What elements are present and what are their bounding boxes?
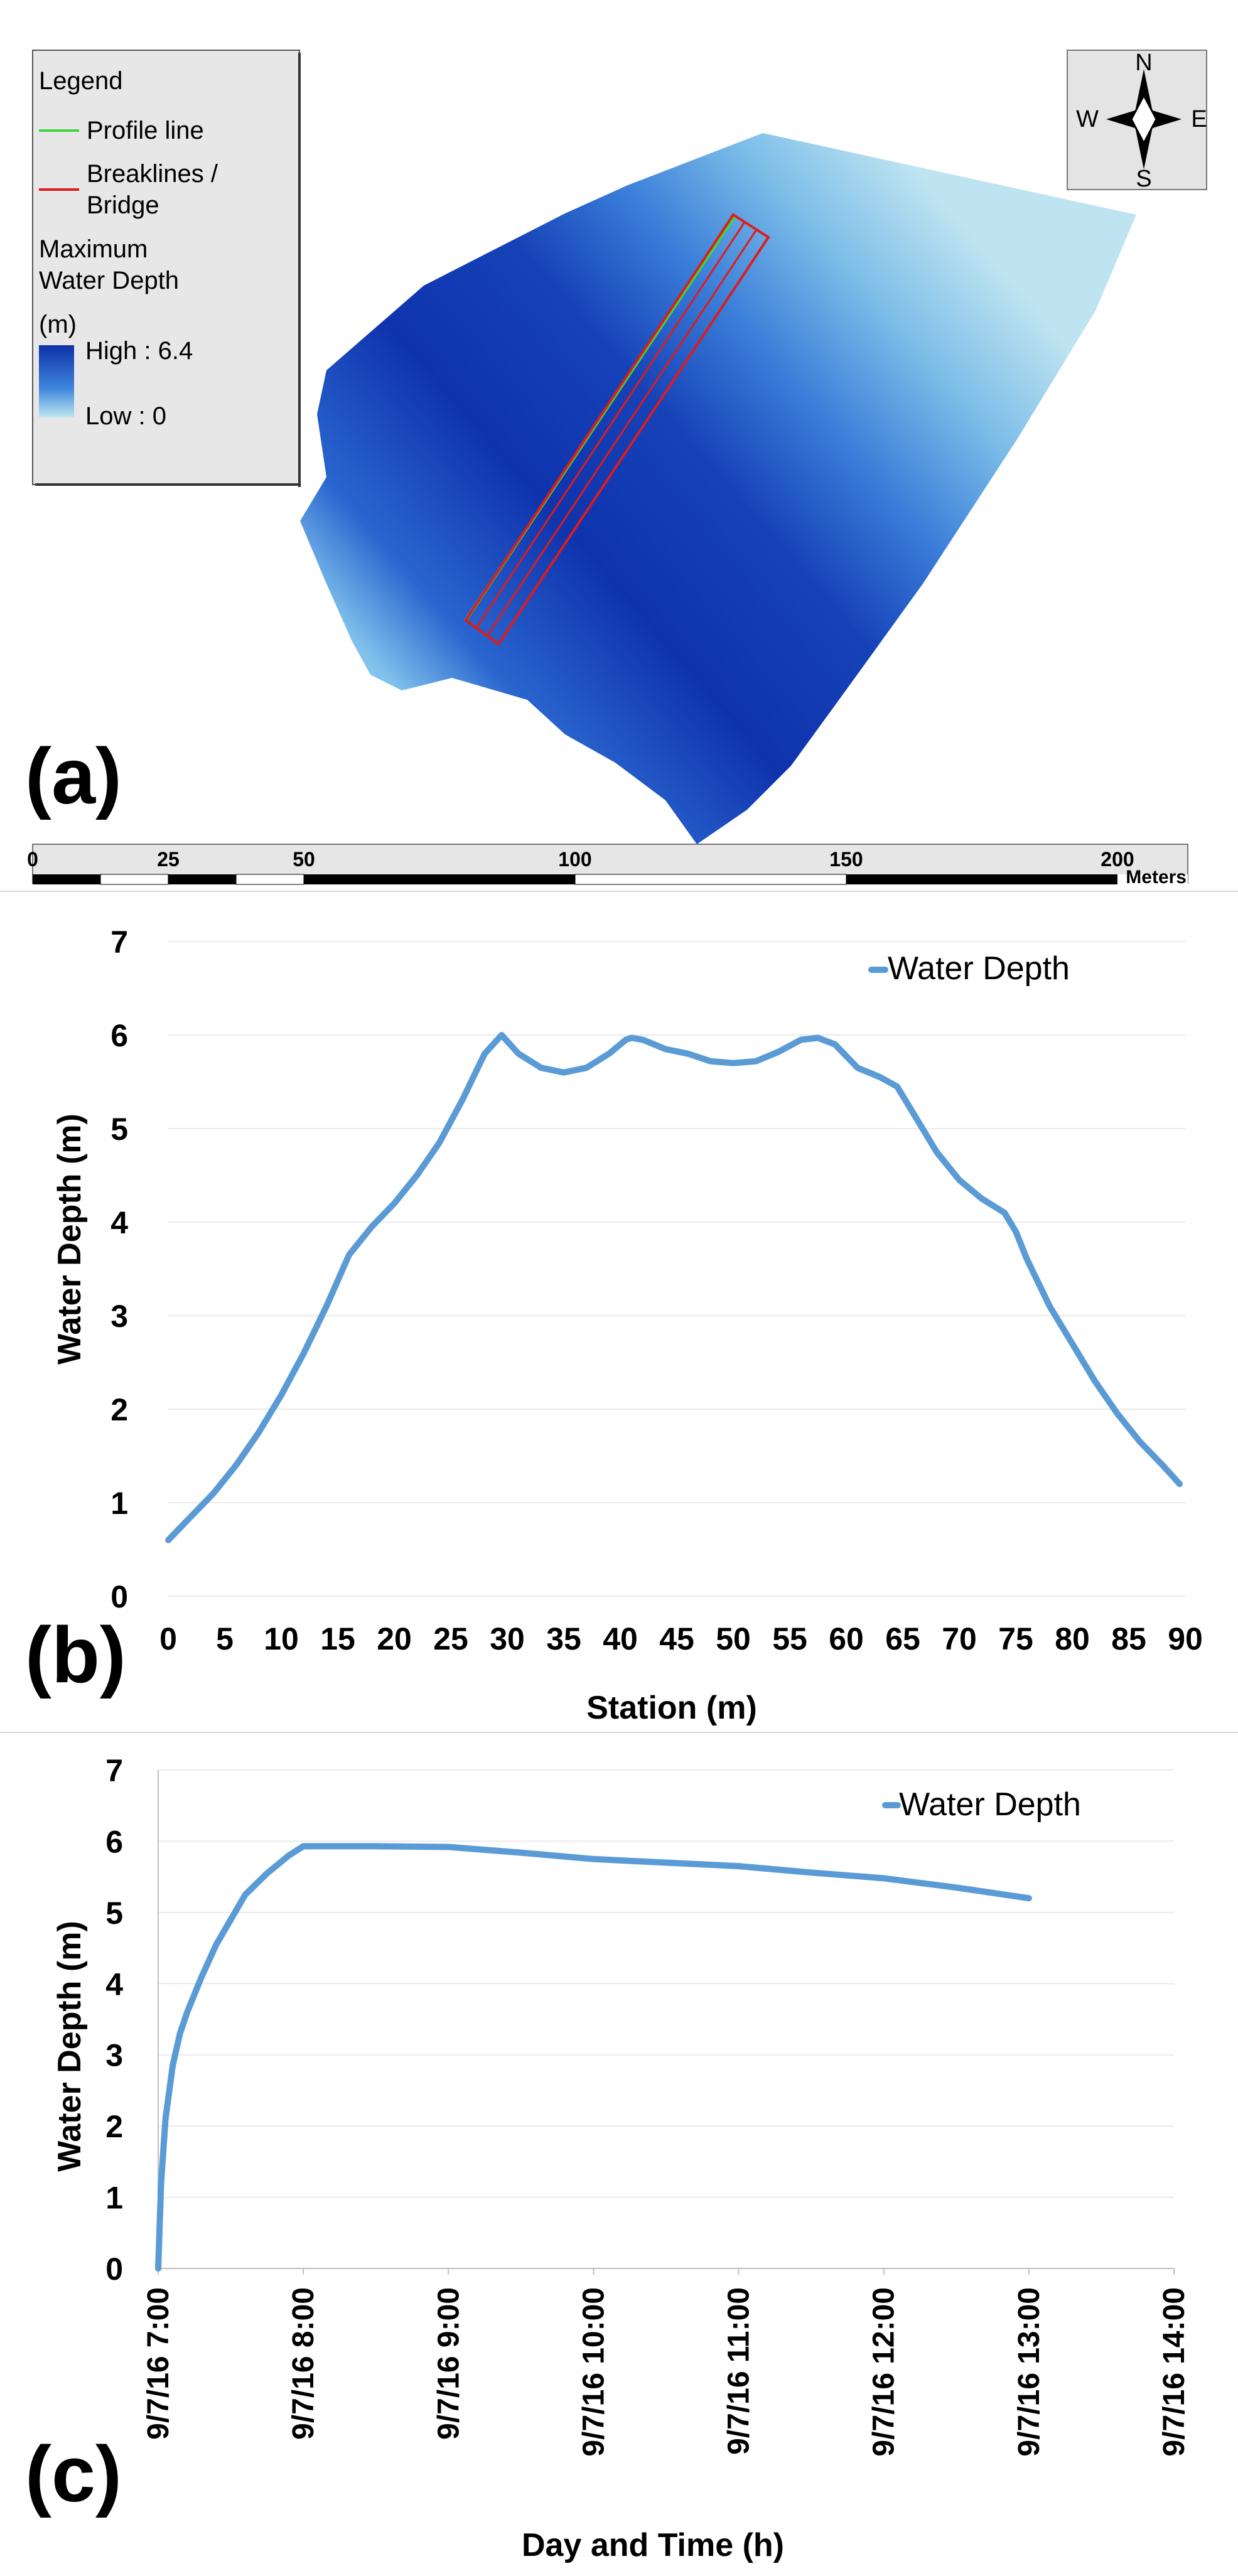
legend-low-label: Low : 0 [85,402,166,430]
scale-tick-100: 100 [558,848,591,871]
chart-c-ylabel: Water Depth (m) [51,1921,88,2172]
legend-title: Legend [39,67,122,95]
chart-c-x-tick-label: 9/7/16 14:00 [1158,2287,1191,2457]
chart-b-y-tick-label: 5 [110,1112,128,1147]
chart-b-y-tick-label: 2 [110,1392,128,1427]
scale-tick-50: 50 [293,848,315,871]
bridge-breaklines [464,213,770,646]
chart-b-y-tick-label: 1 [110,1486,128,1521]
chart-c-x-tick-label: 9/7/16 13:00 [1013,2287,1046,2457]
legend-depth-title-2: Water Depth [39,267,179,294]
chart-b-x-tick-label: 0 [159,1621,177,1656]
panel-b-label: (b) [25,1611,126,1699]
chart-b-x-tick-label: 30 [490,1621,525,1656]
chart-b-x-tick-label: 75 [998,1621,1033,1656]
chart-b-x-tick-label: 90 [1168,1621,1203,1656]
chart-c-x-tick-label: 9/7/16 8:00 [287,2287,320,2440]
chart-c-y-tick-label: 7 [105,1753,123,1788]
chart-b-x-tick-label: 20 [377,1621,412,1656]
scale-tick-0: 0 [27,848,38,871]
scale-tick-200: 200 [1101,848,1134,871]
chart-b-x-tick-label: 50 [716,1621,751,1656]
chart-b-y-tick-label: 0 [110,1579,128,1614]
chart-b-x-tick-label: 15 [320,1621,355,1656]
chart-c-y-tick-label: 5 [105,1896,123,1931]
chart-c-y-tick-label: 4 [105,1967,123,2002]
chart-b-x-tick-label: 60 [829,1621,864,1656]
chart-c-y-ticks: 0 1 2 3 4 5 6 7 [105,1753,123,2287]
chart-c-x-tick-label: 9/7/16 9:00 [432,2287,465,2440]
compass-n: N [1135,50,1152,76]
chart-c: 0 1 2 3 4 5 6 7 9/7/16 7:00 9/7/16 8:00 9/7/16 9:… [0,1732,1238,2563]
legend-depth-ramp [39,345,74,417]
chart-b-y-ticks: 0 1 2 3 4 5 6 7 [110,925,128,1614]
chart-b-y-tick-label: 7 [110,925,128,960]
scale-unit: Meters [1126,867,1187,888]
north-arrow: N S W E [1067,50,1207,192]
scale-tick-150: 150 [829,848,863,871]
legend-depth-title-1: Maximum [39,235,148,263]
chart-b-x-tick-label: 45 [659,1621,694,1656]
chart-b-x-tick-label: 65 [885,1621,920,1656]
chart-b-x-tick-label: 5 [216,1621,234,1656]
chart-c-gridlines [158,1769,1174,2269]
legend-breaklines-label-2: Bridge [87,191,159,219]
chart-b-ylabel: Water Depth (m) [51,1114,88,1365]
chart-b-y-tick-label: 6 [110,1018,128,1053]
legend-depth-unit: (m) [39,311,77,338]
chart-b-x-tick-label: 25 [433,1621,468,1656]
chart-b-series-water-depth [165,1032,1183,1543]
chart-b-x-tick-label: 85 [1111,1621,1146,1656]
legend-high-label: High : 6.4 [85,337,193,365]
scale-bar: 0 25 50 100 150 200 Meters [27,844,1188,888]
map-legend: Legend Profile line Breaklines / Bridge … [32,50,301,487]
chart-b-xlabel: Station (m) [586,1690,757,1726]
chart-b-x-tick-label: 55 [772,1621,807,1656]
chart-b-legend-label: Water Depth [888,950,1070,987]
chart-c-y-tick-label: 6 [105,1824,123,1859]
chart-b-x-tick-label: 40 [603,1621,638,1656]
chart-b-y-tick-label: 3 [110,1299,128,1334]
chart-c-legend-label: Water Depth [899,1786,1081,1823]
compass-e: E [1191,106,1207,132]
bridge-breakline-inner-1 [475,222,746,628]
compass-w: W [1076,106,1099,132]
chart-c-x-ticks: 9/7/16 7:00 9/7/16 8:00 9/7/16 9:00 9/7/16 … [142,2268,1191,2457]
chart-c-y-tick-label: 3 [105,2038,123,2073]
legend-profile-label: Profile line [87,117,204,144]
chart-b-x-tick-label: 35 [546,1621,581,1656]
chart-c-x-tick-label: 9/7/16 11:00 [723,2287,756,2455]
chart-b-y-tick-label: 4 [110,1205,128,1240]
bridge-breakline-inner-2 [486,229,758,636]
chart-c-y-tick-label: 2 [105,2109,123,2144]
chart-c-x-tick-label: 9/7/16 7:00 [142,2287,175,2440]
map-panel: Legend Profile line Breaklines / Bridge … [25,50,1207,888]
panel-a-label: (a) [25,732,122,820]
chart-c-y-tick-label: 0 [105,2251,123,2287]
depth-raster [300,133,1136,844]
chart-c-y-tick-label: 1 [105,2181,123,2216]
chart-b-x-tick-label: 70 [942,1621,977,1656]
compass-s: S [1136,166,1151,192]
chart-c-xlabel: Day and Time (h) [522,2527,784,2563]
chart-c-x-tick-label: 9/7/16 10:00 [577,2287,610,2457]
panel-c-label: (c) [25,2430,122,2518]
chart-b-gridlines [168,941,1185,1597]
chart-b-x-tick-label: 80 [1055,1621,1090,1656]
legend-breaklines-label-1: Breaklines / [87,160,218,188]
chart-c-x-tick-label: 9/7/16 12:00 [868,2287,901,2457]
chart-b-x-ticks: 0 5 10 15 20 25 30 35 40 45 50 55 60 65 70 75 80 85 90 [159,1621,1203,1656]
chart-b-x-tick-label: 10 [264,1621,299,1656]
scale-tick-25: 25 [157,848,180,871]
chart-c-series-water-depth [155,1843,1032,2272]
